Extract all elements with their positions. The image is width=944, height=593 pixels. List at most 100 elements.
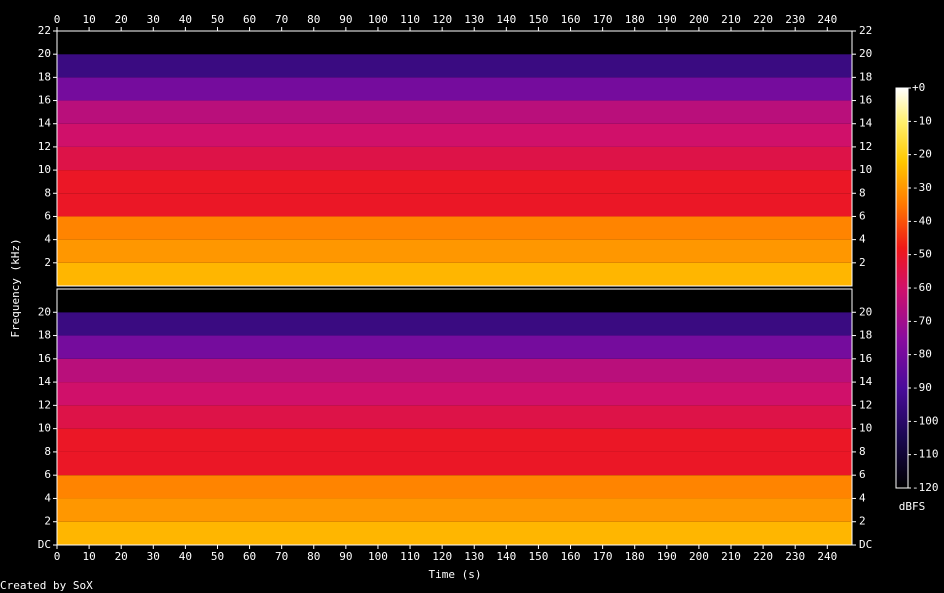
x-tick-label: 50 <box>211 550 224 563</box>
colorbar-tick-label: -30 <box>912 181 932 194</box>
x-tick-label: 10 <box>82 550 95 563</box>
spectrum-band <box>57 77 852 101</box>
spectrum-band <box>57 312 852 336</box>
y-tick-label: 18 <box>859 329 872 342</box>
colorbar-tick-label: -120 <box>912 481 939 494</box>
colorbar-tick-label: -80 <box>912 348 932 361</box>
y-tick-label: 22 <box>859 24 872 37</box>
x-tick-label: 210 <box>721 550 741 563</box>
x-tick-label: 230 <box>785 550 805 563</box>
colorbar-tick-label: -20 <box>912 148 932 161</box>
spectrum-band <box>57 123 852 147</box>
y-tick-label: 10 <box>859 163 872 176</box>
y-tick-label: 14 <box>859 117 873 130</box>
spectrum-band <box>57 335 852 359</box>
y-tick-label: 20 <box>38 305 51 318</box>
x-tick-label: 20 <box>115 13 128 26</box>
spectrum-band <box>57 31 852 55</box>
spectrum-band <box>57 193 852 217</box>
y-tick-label: 2 <box>44 515 51 528</box>
x-tick-label: 20 <box>115 550 128 563</box>
colorbar-tick-label: -50 <box>912 248 932 261</box>
y-tick-label: 16 <box>859 352 872 365</box>
plot-frame <box>56 30 853 287</box>
x-tick-label: 180 <box>625 13 645 26</box>
x-tick-label: 30 <box>147 13 160 26</box>
y-tick-label: 10 <box>859 422 872 435</box>
y-tick-label: 12 <box>859 140 872 153</box>
plot-frame <box>56 288 853 546</box>
x-tick-label: 190 <box>657 550 677 563</box>
spectrum-band <box>57 289 852 313</box>
x-tick-label: 130 <box>464 550 484 563</box>
colorbar-tick-label: -40 <box>912 214 932 227</box>
x-tick-label: 220 <box>753 550 773 563</box>
x-tick-label: 0 <box>54 550 61 563</box>
x-tick-label: 160 <box>561 13 581 26</box>
y-tick-label: 6 <box>44 209 51 222</box>
spectrum-band <box>57 358 852 383</box>
colorbar-tick-label: -10 <box>912 114 932 127</box>
x-tick-label: 110 <box>400 13 420 26</box>
y-tick-label: 20 <box>38 47 51 60</box>
x-tick-label: 40 <box>179 13 192 26</box>
x-tick-label: 70 <box>275 550 288 563</box>
y-tick-label: 18 <box>859 70 872 83</box>
spectrum-band <box>57 521 852 545</box>
y-tick-label: 16 <box>38 352 51 365</box>
y-tick-label: 10 <box>38 163 51 176</box>
spectrum-band <box>57 170 852 194</box>
y-tick-label: 14 <box>859 375 873 388</box>
spectrum-band <box>57 475 852 499</box>
y-tick-label: 14 <box>38 117 52 130</box>
x-tick-label: 220 <box>753 13 773 26</box>
x-tick-label: 160 <box>561 550 581 563</box>
y-tick-label: DC <box>38 538 51 551</box>
y-tick-label: 12 <box>38 140 51 153</box>
y-tick-label: 4 <box>859 233 866 246</box>
spectrum-band <box>57 54 852 78</box>
x-tick-label: 200 <box>689 550 709 563</box>
spectrum-band <box>57 428 852 452</box>
x-tick-label: 100 <box>368 13 388 26</box>
y-tick-label: 22 <box>38 24 51 37</box>
spectrum-band <box>57 216 852 240</box>
spectrum-band <box>57 405 852 429</box>
y-tick-label: 14 <box>38 375 52 388</box>
x-tick-label: 240 <box>817 13 837 26</box>
y-tick-label: 12 <box>859 398 872 411</box>
x-tick-label: 150 <box>528 13 548 26</box>
x-tick-label: 50 <box>211 13 224 26</box>
colorbar-tick-label: -70 <box>912 314 932 327</box>
y-tick-label: 4 <box>44 233 51 246</box>
y-axis-label: Frequency (kHz) <box>9 238 22 337</box>
y-tick-label: 6 <box>859 468 866 481</box>
x-tick-label: 230 <box>785 13 805 26</box>
y-tick-label: 2 <box>859 256 866 269</box>
colorbar <box>895 87 909 489</box>
x-tick-label: 0 <box>54 13 61 26</box>
y-tick-label: 20 <box>859 305 872 318</box>
x-tick-label: 180 <box>625 550 645 563</box>
y-tick-label: 4 <box>44 491 51 504</box>
y-tick-label: 18 <box>38 70 51 83</box>
y-tick-label: 8 <box>44 186 51 199</box>
footer: Created by SoX <box>0 579 93 592</box>
x-tick-label: 170 <box>593 13 613 26</box>
spectrum-band <box>57 262 852 286</box>
x-tick-label: 140 <box>496 13 516 26</box>
y-tick-label: 4 <box>859 491 866 504</box>
x-tick-label: 240 <box>817 550 837 563</box>
spectrum-band <box>57 100 852 124</box>
colorbar-tick-label: -90 <box>912 381 932 394</box>
x-tick-label: 150 <box>528 550 548 563</box>
x-tick-label: 90 <box>339 550 352 563</box>
y-tick-label: 16 <box>859 94 872 107</box>
colorbar-tick-label: +0 <box>912 81 925 94</box>
y-tick-label: 8 <box>859 186 866 199</box>
y-tick-label: 16 <box>38 94 51 107</box>
x-tick-label: 110 <box>400 550 420 563</box>
y-tick-label: 10 <box>38 422 51 435</box>
x-tick-label: 140 <box>496 550 516 563</box>
